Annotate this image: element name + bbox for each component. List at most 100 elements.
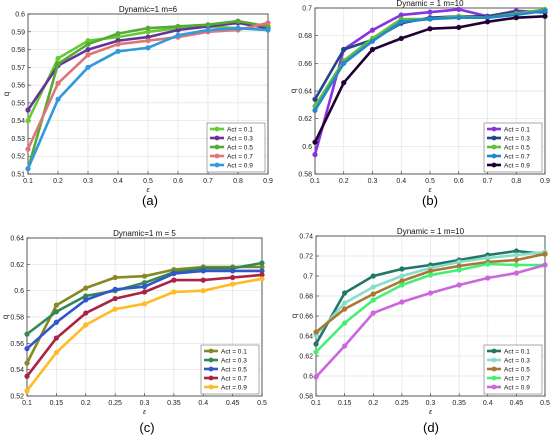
x-tick-label: 0.4 bbox=[483, 400, 493, 407]
data-point bbox=[456, 267, 462, 273]
data-point bbox=[456, 24, 462, 30]
data-point bbox=[200, 277, 206, 283]
y-tick-label: 0.66 bbox=[299, 314, 313, 321]
data-point bbox=[24, 388, 30, 394]
data-point bbox=[25, 166, 31, 172]
x-axis-label: ε bbox=[428, 187, 432, 194]
data-point bbox=[25, 107, 31, 113]
chart-panel: 0.58 0.6 0.62 0.64 0.66 0.68 0.7 0.72 0.74 0.1 0.1… bbox=[290, 227, 550, 416]
data-point bbox=[53, 335, 59, 341]
data-point bbox=[456, 15, 462, 21]
y-tick-label: 0.62 bbox=[299, 354, 313, 361]
data-point bbox=[370, 273, 376, 279]
y-tick-label: 0.58 bbox=[299, 394, 313, 401]
legend-label: Act = 0.9 bbox=[221, 385, 247, 392]
legend-marker bbox=[208, 375, 214, 381]
y-tick-label: 0.66 bbox=[298, 61, 312, 68]
y-tick-label: 0.53 bbox=[11, 136, 25, 143]
data-point bbox=[55, 55, 61, 62]
data-point bbox=[145, 45, 151, 51]
y-tick-label: 0.56 bbox=[11, 83, 25, 90]
data-point bbox=[235, 25, 241, 31]
x-tick-label: 0.7 bbox=[203, 178, 213, 185]
data-point bbox=[53, 302, 59, 308]
legend: Act = 0.1 Act = 0.3 Act = 0.5 Act = 0.7 Act … bbox=[200, 344, 260, 395]
data-point bbox=[265, 23, 271, 30]
data-point bbox=[145, 25, 151, 31]
legend-marker bbox=[208, 348, 214, 354]
data-point bbox=[456, 259, 462, 265]
data-point bbox=[145, 29, 151, 35]
data-point bbox=[370, 291, 376, 297]
data-point bbox=[399, 266, 405, 272]
data-point bbox=[342, 320, 348, 326]
x-tick-label: 0.9 bbox=[540, 178, 550, 185]
chart-title: Dynamic=1 m = 5 bbox=[113, 229, 176, 238]
data-point bbox=[369, 38, 376, 44]
data-point bbox=[115, 34, 121, 40]
x-tick-label: 0.9 bbox=[263, 178, 273, 185]
x-tick-label: 0.1 bbox=[22, 400, 32, 407]
x-tick-label: 0.15 bbox=[50, 400, 64, 407]
y-tick-label: 0.6 bbox=[15, 12, 25, 19]
data-point bbox=[484, 19, 491, 25]
x-tick-label: 0.4 bbox=[396, 178, 406, 185]
legend-marker bbox=[491, 126, 497, 132]
data-point bbox=[370, 310, 376, 316]
data-point bbox=[341, 60, 347, 66]
data-point bbox=[235, 18, 241, 24]
legend-marker bbox=[208, 366, 214, 372]
x-tick-label: 0.15 bbox=[338, 400, 352, 407]
x-tick-label: 0.25 bbox=[108, 400, 122, 407]
data-point bbox=[342, 290, 348, 296]
data-point bbox=[542, 13, 548, 19]
data-point bbox=[312, 139, 318, 145]
data-point bbox=[25, 118, 31, 124]
data-point bbox=[312, 107, 318, 113]
data-point bbox=[141, 273, 148, 279]
data-point bbox=[175, 27, 181, 33]
data-point bbox=[83, 297, 89, 303]
data-point bbox=[259, 268, 265, 274]
y-tick-label: 0.58 bbox=[11, 47, 25, 54]
data-point bbox=[398, 19, 404, 25]
y-tick-label: 0.62 bbox=[298, 116, 312, 123]
x-tick-label: 0.2 bbox=[368, 400, 378, 407]
data-point bbox=[513, 252, 519, 258]
data-point bbox=[171, 270, 177, 277]
legend-marker bbox=[491, 348, 497, 354]
legend-label: Act = 0.9 bbox=[504, 163, 530, 170]
data-point bbox=[456, 282, 462, 288]
data-point bbox=[230, 281, 236, 287]
x-tick-label: 0.5 bbox=[143, 178, 153, 185]
data-point bbox=[485, 255, 491, 261]
data-point bbox=[513, 248, 519, 254]
data-point bbox=[427, 16, 433, 22]
data-point bbox=[115, 30, 121, 37]
data-point bbox=[370, 297, 376, 303]
legend: Act = 0.1 Act = 0.3 Act = 0.5 Act = 0.7 Act … bbox=[483, 122, 543, 173]
data-point bbox=[24, 373, 30, 379]
legend-marker bbox=[491, 153, 497, 159]
data-point bbox=[141, 289, 148, 295]
legend-marker bbox=[491, 366, 497, 372]
data-point bbox=[85, 38, 91, 44]
y-tick-label: 0.52 bbox=[11, 154, 25, 161]
data-point bbox=[259, 276, 265, 282]
x-tick-label: 0.3 bbox=[368, 178, 378, 185]
data-point bbox=[342, 343, 348, 349]
legend-label: Act = 0.5 bbox=[504, 367, 530, 374]
data-point bbox=[141, 280, 148, 286]
x-tick-label: 0.4 bbox=[198, 400, 208, 407]
data-point bbox=[485, 275, 491, 281]
legend-label: Act = 0.1 bbox=[227, 127, 253, 134]
plot-frame bbox=[26, 237, 263, 397]
legend-marker bbox=[491, 384, 497, 390]
data-point bbox=[171, 289, 177, 295]
data-point bbox=[265, 27, 271, 33]
x-tick-label: 0.8 bbox=[511, 178, 521, 185]
data-point bbox=[200, 288, 206, 294]
data-point bbox=[513, 257, 519, 263]
data-point bbox=[230, 268, 236, 274]
data-point bbox=[115, 38, 121, 44]
